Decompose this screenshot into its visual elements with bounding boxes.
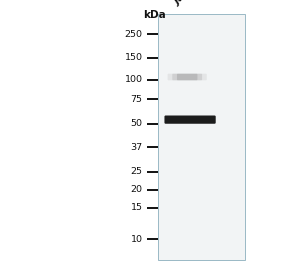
Text: 150: 150 xyxy=(124,53,143,62)
Text: 25: 25 xyxy=(130,167,143,176)
Bar xyxy=(158,14,245,260)
Text: 10: 10 xyxy=(130,235,143,244)
FancyBboxPatch shape xyxy=(172,74,202,80)
Text: 37: 37 xyxy=(130,143,143,152)
FancyBboxPatch shape xyxy=(164,116,216,124)
Text: kDa: kDa xyxy=(143,10,165,20)
Text: 20: 20 xyxy=(130,185,143,194)
Text: 250: 250 xyxy=(124,30,143,39)
FancyBboxPatch shape xyxy=(177,74,198,80)
Text: 100: 100 xyxy=(124,75,143,84)
FancyBboxPatch shape xyxy=(168,74,207,80)
Text: Jurkat: Jurkat xyxy=(173,0,205,7)
Text: 75: 75 xyxy=(130,95,143,103)
Text: 15: 15 xyxy=(130,203,143,212)
Text: 50: 50 xyxy=(130,119,143,128)
